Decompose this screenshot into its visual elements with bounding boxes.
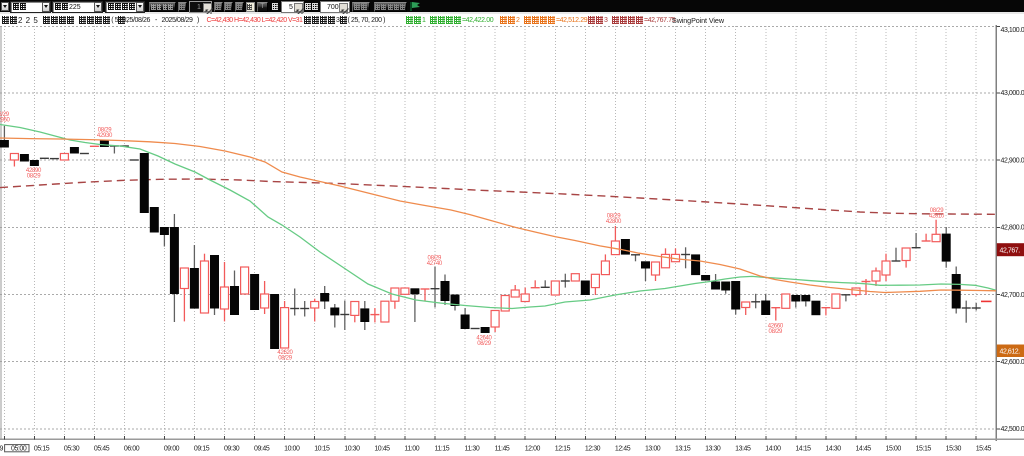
svg-text:08/29: 08/29 bbox=[0, 112, 10, 118]
svg-text:11:15: 11:15 bbox=[434, 446, 449, 453]
svg-text:08/29: 08/29 bbox=[477, 341, 491, 347]
svg-text:05:00: 05:00 bbox=[11, 446, 27, 453]
svg-text:10:00: 10:00 bbox=[284, 446, 300, 453]
svg-text:05:45: 05:45 bbox=[94, 446, 110, 453]
svg-text:11:30: 11:30 bbox=[465, 446, 480, 453]
svg-text:42660: 42660 bbox=[768, 324, 784, 330]
svg-text:14:30: 14:30 bbox=[825, 446, 841, 453]
svg-text:08/29: 08/29 bbox=[428, 255, 442, 261]
svg-text:29: 29 bbox=[0, 446, 3, 453]
svg-text:43,000.0: 43,000.0 bbox=[1001, 90, 1024, 97]
svg-text:09:45: 09:45 bbox=[254, 446, 270, 453]
svg-text:09:00: 09:00 bbox=[164, 446, 180, 453]
svg-text:12:30: 12:30 bbox=[585, 446, 601, 453]
svg-text:15:00: 15:00 bbox=[886, 446, 902, 453]
svg-text:14:45: 14:45 bbox=[855, 446, 871, 453]
svg-text:11:00: 11:00 bbox=[404, 446, 419, 453]
svg-text:08/29: 08/29 bbox=[278, 355, 292, 361]
svg-text:42950: 42950 bbox=[0, 118, 11, 124]
svg-text:14:15: 14:15 bbox=[795, 446, 811, 453]
svg-text:10:15: 10:15 bbox=[314, 446, 330, 453]
svg-text:08/29: 08/29 bbox=[27, 174, 41, 180]
svg-text:43,100.0: 43,100.0 bbox=[1001, 27, 1024, 34]
svg-text:13:00: 13:00 bbox=[645, 446, 661, 453]
svg-text:42620: 42620 bbox=[277, 350, 293, 356]
svg-text:42810: 42810 bbox=[929, 214, 945, 220]
svg-text:08/29: 08/29 bbox=[769, 329, 783, 335]
svg-text:42,600.0: 42,600.0 bbox=[1001, 359, 1024, 366]
svg-text:12:00: 12:00 bbox=[525, 446, 541, 453]
svg-text:08/29: 08/29 bbox=[98, 128, 112, 134]
svg-text:10:45: 10:45 bbox=[374, 446, 390, 453]
svg-text:13:30: 13:30 bbox=[705, 446, 721, 453]
svg-text:42,767.: 42,767. bbox=[1000, 247, 1021, 254]
svg-text:15:30: 15:30 bbox=[946, 446, 962, 453]
svg-text:42800: 42800 bbox=[606, 219, 622, 225]
svg-text:05:30: 05:30 bbox=[64, 446, 80, 453]
svg-text:42,800.0: 42,800.0 bbox=[1001, 225, 1024, 232]
svg-text:06:00: 06:00 bbox=[124, 446, 140, 453]
svg-text:42,700.0: 42,700.0 bbox=[1001, 292, 1024, 299]
svg-text:42,500.0: 42,500.0 bbox=[1001, 426, 1024, 433]
svg-text:14:00: 14:00 bbox=[765, 446, 781, 453]
svg-text:42640: 42640 bbox=[476, 336, 492, 342]
svg-text:13:45: 13:45 bbox=[735, 446, 751, 453]
svg-text:08/29: 08/29 bbox=[607, 214, 621, 220]
svg-text:12:45: 12:45 bbox=[615, 446, 631, 453]
svg-text:13:15: 13:15 bbox=[675, 446, 691, 453]
svg-text:42890: 42890 bbox=[26, 168, 42, 174]
svg-text:15:15: 15:15 bbox=[916, 446, 932, 453]
svg-text:11:45: 11:45 bbox=[495, 446, 510, 453]
svg-text:08/29: 08/29 bbox=[930, 208, 944, 214]
svg-text:10:30: 10:30 bbox=[344, 446, 360, 453]
svg-text:05:15: 05:15 bbox=[34, 446, 50, 453]
svg-text:42,612.: 42,612. bbox=[1000, 349, 1021, 356]
svg-text:42740: 42740 bbox=[427, 261, 443, 267]
svg-text:42,900.0: 42,900.0 bbox=[1001, 157, 1024, 164]
svg-text:09:30: 09:30 bbox=[224, 446, 240, 453]
svg-text:15:45: 15:45 bbox=[976, 446, 992, 453]
svg-text:09:15: 09:15 bbox=[194, 446, 210, 453]
svg-text:12:15: 12:15 bbox=[555, 446, 571, 453]
svg-text:42930: 42930 bbox=[97, 133, 113, 139]
